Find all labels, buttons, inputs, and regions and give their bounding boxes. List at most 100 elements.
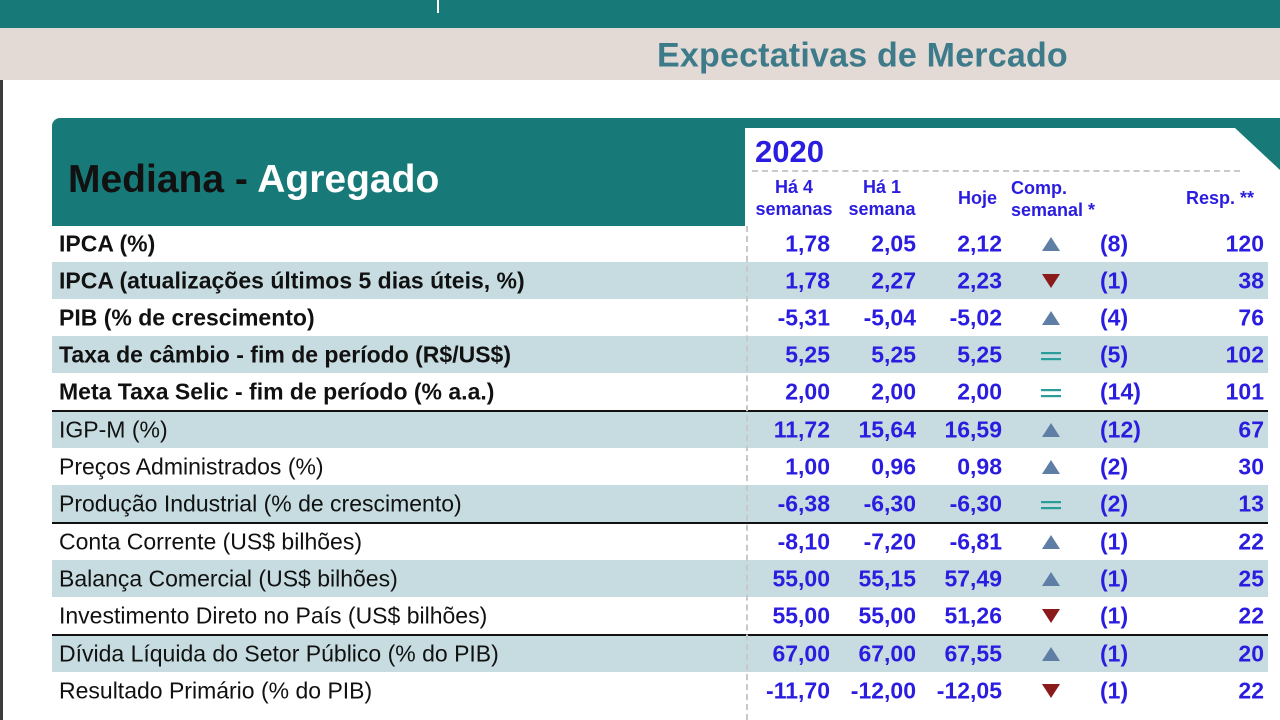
value-respondentes: 22 bbox=[1238, 602, 1264, 628]
indicator-label: IGP-M (%) bbox=[59, 416, 168, 442]
banner-divider bbox=[437, 0, 439, 13]
value-comp-semanal: (4) bbox=[1100, 304, 1129, 330]
table-row: IGP-M (%) 11,72 15,64 16,59 (12) 67 bbox=[52, 411, 1268, 448]
column-header-resp: Resp. ** bbox=[1186, 188, 1255, 208]
value-comp-semanal: (8) bbox=[1100, 230, 1129, 256]
value-respondentes: 76 bbox=[1238, 304, 1264, 330]
table-row: Resultado Primário (% do PIB) -11,70 -12,0… bbox=[52, 672, 1268, 709]
indicator-label: Dívida Líquida do Setor Público (% do PI… bbox=[59, 640, 499, 666]
value-ha-4-semanas: 1,78 bbox=[785, 230, 830, 256]
value-respondentes: 67 bbox=[1238, 416, 1264, 442]
value-ha-4-semanas: -11,70 bbox=[766, 677, 830, 703]
year-divider bbox=[752, 170, 1240, 172]
indicator-label: Preços Administrados (%) bbox=[59, 453, 324, 479]
value-hoje: 16,59 bbox=[944, 416, 1002, 442]
table-row: Investimento Direto no País (US$ bilhões… bbox=[52, 597, 1268, 634]
indicator-label: Investimento Direto no País (US$ bilhões… bbox=[59, 602, 488, 628]
value-hoje: -6,30 bbox=[949, 490, 1002, 516]
indicator-label: Produção Industrial (% de crescimento) bbox=[59, 490, 462, 516]
equal-icon bbox=[1041, 347, 1061, 363]
value-respondentes: 22 bbox=[1238, 677, 1264, 703]
equal-icon bbox=[1041, 496, 1061, 512]
indicator-label: Conta Corrente (US$ bilhões) bbox=[59, 528, 362, 554]
year-column-dashed-divider bbox=[746, 226, 748, 720]
table-row: IPCA (%) 1,78 2,05 2,12 (8) 120 bbox=[52, 225, 1268, 262]
table-row: Meta Taxa Selic - fim de período (% a.a.… bbox=[52, 373, 1268, 410]
indicator-label: IPCA (atualizações últimos 5 dias úteis,… bbox=[59, 267, 525, 293]
value-ha-1-semana: -5,04 bbox=[863, 304, 916, 330]
group-separator bbox=[52, 522, 1268, 524]
value-ha-4-semanas: 55,00 bbox=[772, 602, 830, 628]
indicator-label: PIB (% de crescimento) bbox=[59, 304, 315, 330]
year-label: 2020 bbox=[755, 134, 824, 169]
value-respondentes: 120 bbox=[1225, 230, 1264, 256]
down-arrow-icon bbox=[1041, 683, 1061, 699]
value-ha-1-semana: 55,00 bbox=[858, 602, 916, 628]
value-hoje: -5,02 bbox=[949, 304, 1002, 330]
value-ha-4-semanas: 1,78 bbox=[785, 267, 830, 293]
value-respondentes: 13 bbox=[1238, 490, 1264, 516]
value-ha-1-semana: 0,96 bbox=[871, 453, 916, 479]
value-ha-1-semana: 5,25 bbox=[871, 341, 916, 367]
value-respondentes: 25 bbox=[1238, 565, 1264, 591]
value-comp-semanal: (1) bbox=[1100, 528, 1129, 554]
up-arrow-icon bbox=[1041, 310, 1061, 326]
table-row: Conta Corrente (US$ bilhões) -8,10 -7,20 -6… bbox=[52, 523, 1268, 560]
table-row: IPCA (atualizações últimos 5 dias úteis,… bbox=[52, 262, 1268, 299]
up-arrow-icon bbox=[1041, 534, 1061, 550]
value-comp-semanal: (2) bbox=[1100, 453, 1129, 479]
value-ha-4-semanas: -8,10 bbox=[777, 528, 830, 554]
value-respondentes: 22 bbox=[1238, 528, 1264, 554]
down-arrow-icon bbox=[1041, 608, 1061, 624]
value-hoje: 57,49 bbox=[944, 565, 1002, 591]
up-arrow-icon bbox=[1041, 459, 1061, 475]
year-column-group bbox=[745, 128, 1280, 226]
table-row: Preços Administrados (%) 1,00 0,96 0,98 (2) 3… bbox=[52, 448, 1268, 485]
value-hoje: 0,98 bbox=[957, 453, 1002, 479]
value-hoje: 5,25 bbox=[957, 341, 1002, 367]
value-ha-4-semanas: 67,00 bbox=[772, 640, 830, 666]
group-separator bbox=[52, 410, 1268, 412]
value-ha-1-semana: 2,27 bbox=[871, 267, 916, 293]
value-respondentes: 20 bbox=[1238, 640, 1264, 666]
value-respondentes: 101 bbox=[1225, 378, 1264, 404]
value-hoje: 51,26 bbox=[944, 602, 1002, 628]
column-header-comp-semanal: Comp. semanal * bbox=[1011, 178, 1096, 220]
value-comp-semanal: (5) bbox=[1100, 341, 1129, 367]
value-comp-semanal: (14) bbox=[1100, 378, 1141, 404]
value-ha-1-semana: -12,00 bbox=[850, 677, 916, 703]
table-row: Balança Comercial (US$ bilhões) 55,00 55,1… bbox=[52, 560, 1268, 597]
column-header-ha-1-semana: Há 1 semana bbox=[848, 177, 916, 219]
panel-title-mediana: Mediana - bbox=[68, 158, 258, 201]
table-row: Dívida Líquida do Setor Público (% do PI… bbox=[52, 635, 1268, 672]
down-arrow-icon bbox=[1041, 273, 1061, 289]
column-header-ha-4-semanas: Há 4 semanas bbox=[755, 177, 833, 219]
table-row: Produção Industrial (% de crescimento) -6… bbox=[52, 485, 1268, 522]
value-hoje: 67,55 bbox=[944, 640, 1002, 666]
value-respondentes: 38 bbox=[1238, 267, 1264, 293]
value-ha-1-semana: 2,00 bbox=[871, 378, 916, 404]
value-hoje: 2,23 bbox=[957, 267, 1002, 293]
panel-title-agregado: Agregado bbox=[257, 158, 440, 201]
value-comp-semanal: (2) bbox=[1100, 490, 1129, 516]
value-hoje: -12,05 bbox=[936, 677, 1002, 703]
value-comp-semanal: (1) bbox=[1100, 640, 1129, 666]
top-banner bbox=[0, 0, 1280, 28]
document-title: Expectativas de Mercado bbox=[657, 36, 1068, 75]
equal-icon bbox=[1041, 384, 1061, 400]
value-ha-4-semanas: 2,00 bbox=[785, 378, 830, 404]
value-ha-4-semanas: 55,00 bbox=[772, 565, 830, 591]
up-arrow-icon bbox=[1041, 571, 1061, 587]
value-respondentes: 102 bbox=[1225, 341, 1264, 367]
up-arrow-icon bbox=[1041, 646, 1061, 662]
value-ha-4-semanas: -5,31 bbox=[777, 304, 830, 330]
table-row: Taxa de câmbio - fim de período (R$/US$)… bbox=[52, 336, 1268, 373]
value-comp-semanal: (1) bbox=[1100, 677, 1129, 703]
up-arrow-icon bbox=[1041, 422, 1061, 438]
indicator-label: Meta Taxa Selic - fim de período (% a.a.… bbox=[59, 378, 495, 404]
indicator-label: Balança Comercial (US$ bilhões) bbox=[59, 565, 398, 591]
value-ha-4-semanas: 5,25 bbox=[785, 341, 830, 367]
panel-title: Mediana - Agregado bbox=[68, 158, 439, 202]
value-respondentes: 30 bbox=[1238, 453, 1264, 479]
value-ha-1-semana: 15,64 bbox=[858, 416, 916, 442]
